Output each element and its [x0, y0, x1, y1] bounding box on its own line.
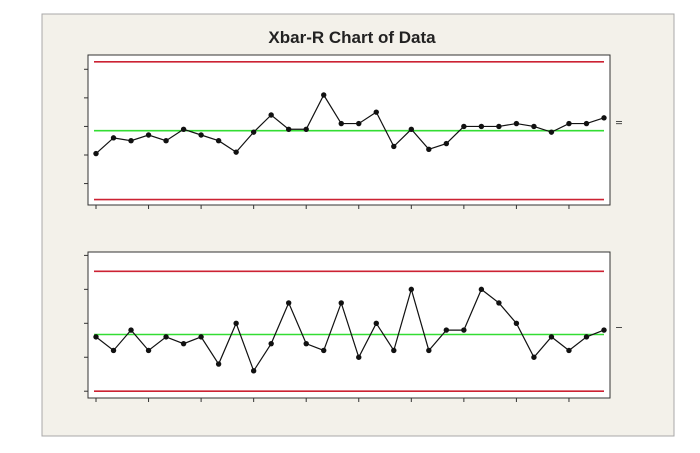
data-point [321, 347, 327, 354]
data-point [443, 327, 450, 333]
data-point [548, 129, 555, 135]
data-point [408, 126, 415, 132]
data-point [496, 300, 502, 306]
data-point [513, 120, 520, 127]
data-point [163, 334, 169, 340]
data-point [373, 320, 379, 327]
data-point [303, 126, 309, 132]
data-point [461, 327, 467, 333]
data-point [145, 132, 152, 138]
data-point [303, 340, 309, 347]
data-point [426, 347, 432, 354]
data-point [601, 115, 607, 121]
data-point [373, 109, 379, 115]
data-point [250, 368, 257, 374]
series-line [95, 287, 605, 373]
chart-title: Xbar-R Chart of Data [268, 28, 436, 47]
data-point [338, 120, 344, 127]
range-panel [84, 251, 622, 402]
data-point [128, 138, 134, 144]
data-point [601, 327, 607, 333]
data-point [566, 120, 572, 127]
data-point [233, 320, 239, 327]
data-point [356, 354, 362, 360]
data-point [513, 320, 520, 327]
data-point [198, 132, 204, 138]
data-point [408, 286, 415, 293]
data-point [180, 126, 187, 132]
data-point [145, 347, 152, 354]
data-point [478, 286, 485, 293]
data-point [566, 347, 572, 354]
data-point [163, 138, 169, 144]
data-point [583, 120, 590, 127]
data-point [531, 123, 537, 130]
data-point [583, 334, 590, 340]
data-point [268, 340, 274, 347]
xbar-panel [84, 54, 622, 209]
data-point [321, 92, 327, 98]
data-point [478, 123, 485, 130]
series-line [95, 93, 605, 155]
data-point [180, 340, 187, 347]
data-point [391, 143, 397, 150]
data-point [128, 327, 134, 333]
data-point [198, 334, 204, 340]
data-point [338, 300, 344, 306]
data-point [391, 347, 397, 354]
data-point [93, 150, 99, 157]
data-point [461, 123, 467, 130]
data-point [215, 361, 222, 367]
data-point [285, 126, 292, 132]
data-point [356, 120, 362, 127]
data-point [443, 140, 450, 147]
data-point [548, 334, 555, 340]
data-point [110, 347, 117, 354]
data-point [268, 112, 274, 118]
data-point [233, 149, 239, 155]
plot-area [87, 251, 611, 399]
data-point [250, 129, 257, 135]
data-point [93, 334, 99, 340]
data-point [215, 138, 222, 144]
data-point [285, 300, 292, 306]
data-point [110, 135, 117, 141]
data-point [496, 123, 502, 130]
data-point [426, 146, 432, 152]
data-point [531, 354, 537, 360]
